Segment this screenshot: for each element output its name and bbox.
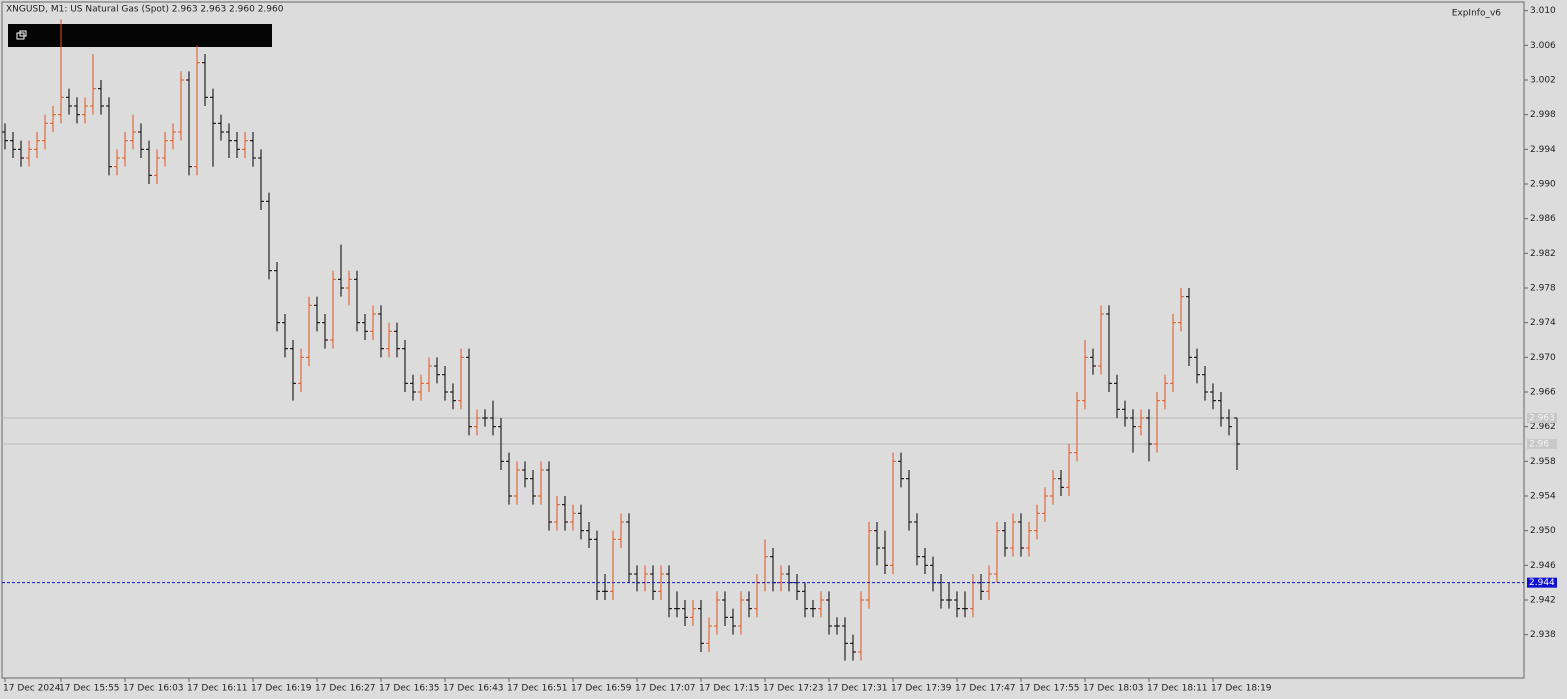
x-tick-label: 17 Dec 16:59 [571,684,632,694]
price-label: 2.963 [1529,414,1555,424]
price-label-bg [1527,439,1557,449]
y-tick-label: 2.986 [1530,214,1556,224]
y-tick-label: 2.966 [1530,388,1556,398]
x-tick-label: 17 Dec 16:43 [443,684,504,694]
x-tick-label: 17 Dec 17:31 [827,684,888,694]
y-tick-label: 2.998 [1530,110,1556,120]
price-label: 2.96 [1529,440,1549,450]
trade-panel[interactable] [8,24,272,47]
price-label: 2.944 [1529,578,1555,588]
x-tick-label: 17 Dec 17:07 [635,684,696,694]
y-tick-label: 2.958 [1530,457,1556,467]
y-tick-label: 2.982 [1530,249,1556,259]
y-tick-label: 3.010 [1530,6,1556,16]
x-tick-label: 17 Dec 18:03 [1083,684,1144,694]
x-tick-label: 17 Dec 18:11 [1147,684,1208,694]
x-tick-label: 17 Dec 16:27 [315,684,376,694]
x-tick-label: 17 Dec 16:35 [379,684,440,694]
y-tick-label: 3.006 [1530,41,1556,51]
chart-title: XNGUSD, M1: US Natural Gas (Spot) 2.963 … [6,5,284,15]
plot-area [1,1,1525,679]
x-tick-label: 17 Dec 17:39 [891,684,952,694]
y-tick-label: 2.942 [1530,596,1556,606]
x-tick-label: 17 Dec 17:15 [699,684,760,694]
x-tick-label: 17 Dec 17:55 [1019,684,1080,694]
y-tick-label: 2.962 [1530,422,1556,432]
y-tick-label: 2.994 [1530,145,1556,155]
x-tick-label: 17 Dec 2024 [3,684,61,694]
y-tick-label: 2.946 [1530,561,1556,571]
x-tick-label: 17 Dec 15:55 [59,684,120,694]
price-label-bg [1527,577,1557,588]
y-tick-label: 2.990 [1530,180,1556,190]
indicator-label: ExpInfo_v6 [1452,9,1502,19]
y-tick-label: 2.978 [1530,284,1556,294]
y-tick-label: 3.002 [1530,76,1556,86]
x-tick-label: 17 Dec 17:23 [763,684,824,694]
x-tick-label: 17 Dec 16:03 [123,684,184,694]
x-tick-label: 17 Dec 16:11 [187,684,248,694]
y-tick-label: 2.938 [1530,630,1556,640]
price-label-bg [1527,413,1557,423]
x-tick-label: 17 Dec 16:51 [507,684,568,694]
y-tick-label: 2.954 [1530,492,1556,502]
x-tick-label: 17 Dec 17:47 [955,684,1016,694]
x-tick-label: 17 Dec 18:19 [1211,684,1272,694]
x-tick-label: 17 Dec 16:19 [251,684,312,694]
y-tick-label: 2.974 [1530,318,1556,328]
y-tick-label: 2.950 [1530,526,1556,536]
panel-icon [19,30,27,37]
y-tick-label: 2.970 [1530,353,1556,363]
